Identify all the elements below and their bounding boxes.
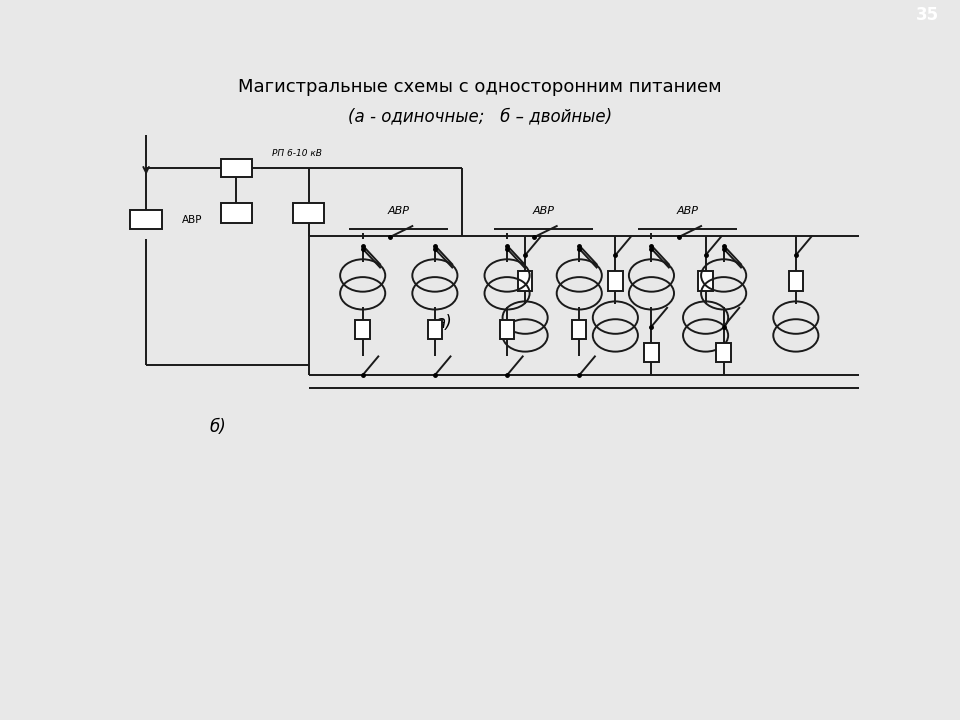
Bar <box>517 271 533 291</box>
Text: РП 6-10 кВ: РП 6-10 кВ <box>273 149 323 158</box>
Bar <box>698 271 713 291</box>
Text: 35: 35 <box>916 6 939 24</box>
Bar <box>221 203 252 222</box>
Text: АВР: АВР <box>677 207 699 216</box>
Bar <box>221 158 252 177</box>
Bar <box>788 271 804 291</box>
Bar <box>293 203 324 222</box>
Bar <box>716 343 731 362</box>
Bar <box>644 343 659 362</box>
Text: АВР: АВР <box>388 207 410 216</box>
Bar <box>131 210 162 229</box>
Text: АВР: АВР <box>182 215 203 225</box>
Text: а): а) <box>435 314 451 332</box>
Text: б): б) <box>209 418 226 436</box>
Text: (а - одиночные;   б – двойные): (а - одиночные; б – двойные) <box>348 107 612 125</box>
Text: Магистральные схемы с односторонним питанием: Магистральные схемы с односторонним пита… <box>238 78 722 96</box>
Bar <box>427 320 443 340</box>
Bar <box>572 320 587 340</box>
Bar <box>355 320 370 340</box>
Bar <box>608 271 623 291</box>
Bar <box>500 320 515 340</box>
Text: АВР: АВР <box>532 207 554 216</box>
